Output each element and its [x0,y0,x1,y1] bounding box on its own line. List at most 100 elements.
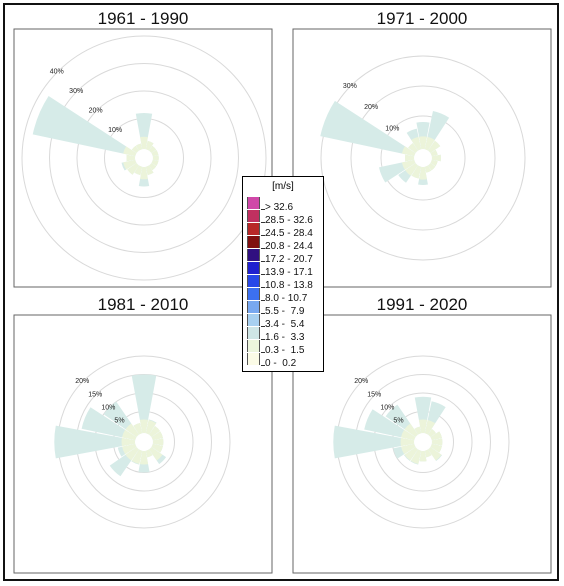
wedge-w [54,425,136,459]
legend-swatch [247,314,260,326]
wedge-wnw [364,409,416,441]
wedge-wsw [123,159,137,170]
wedge-sse [424,449,432,458]
figure-frame [3,3,559,581]
speed-legend: [m/s] > 32.6 28.5 - 32.6 24.5 - 28.4 20.8 -… [242,176,324,372]
panel-title-1971-2000: 1971 - 2000 [376,9,468,28]
wedge-nnw [414,426,422,435]
wedge-e [431,438,443,446]
wedge-nw [408,143,418,153]
wedge-wnw [81,407,137,441]
wedge-nne [424,136,435,151]
legend-swatch [247,301,260,313]
legend-unit: [m/s] [272,181,294,192]
wedge-se [428,163,436,171]
ring-label: 5% [393,417,403,424]
wedge-ne [428,140,441,153]
wedge-n [140,136,148,150]
wedge-ene [430,431,442,441]
wedge-w [400,437,415,447]
wedge-sse [145,165,154,176]
wedge-nw [404,423,418,437]
wedge-e [152,155,159,161]
legend-swatch [247,236,260,248]
wedge-e [431,154,441,162]
ring-label: 15% [88,391,102,398]
wedge-sw [405,163,418,176]
legend-swatch [247,262,260,274]
ring [380,115,466,201]
panel-frame [13,314,273,574]
legend-label: 0 - 0.2 [265,358,297,369]
wedge-ese [151,159,159,167]
ring [320,55,526,261]
legend-swatch [247,340,260,352]
wedge-nnw [411,136,422,151]
panel-frame [292,314,552,574]
ring-label: 5% [114,417,124,424]
wedge-se [428,447,442,461]
wedge-ese [430,159,438,167]
wedge-wnw [32,96,137,157]
ring-label: 10% [101,404,115,411]
legend-swatch [247,197,260,209]
wedge-nnw [133,423,143,435]
legend-item: 8.0 - 10.7 [246,288,322,304]
legend-swatch [247,275,260,287]
wedge-s [419,450,427,462]
legend-swatch [247,353,260,365]
wedge-ssw [131,449,143,464]
panel-title-1961-1990: 1961 - 1990 [97,9,189,28]
wind-rose-panel: 10% 20% 30% [292,28,552,288]
wedge-wsw [401,159,416,170]
ring-label: 15% [367,391,381,398]
ring-label: 30% [69,88,83,95]
wedge-sse [145,449,153,458]
legend-label: 24.5 - 28.4 [265,228,313,239]
panel-frame [13,28,273,288]
wedge-wnw [122,429,137,441]
panel-frame [292,28,552,288]
legend-label: 13.9 - 17.1 [265,267,313,278]
legend-item: 0 - 0.2 [246,353,322,369]
legend-item: 13.9 - 17.1 [246,262,322,278]
wind-rose-panel: 5% 10% 15% 20% [13,314,273,574]
legend-item: 0.3 - 1.5 [246,340,322,356]
legend-item: > 32.6 [246,197,322,213]
wedge-ene [151,431,163,441]
ring-label: 20% [89,108,103,115]
wedge-ssw [411,165,422,179]
wedge-wnw [123,146,137,157]
wedge-se [149,447,163,461]
legend-item: 20.8 - 24.4 [246,236,322,252]
wedge-ene [430,149,438,157]
wedge-wsw [122,443,137,455]
wedge-s [140,166,148,180]
wedge-n [414,396,432,434]
wedge-w [121,437,136,447]
wedge-ssw [410,449,422,464]
wedge-nw [125,423,139,437]
wedge-s [139,450,149,465]
legend-label: 20.8 - 24.4 [265,241,313,252]
legend-item: 3.4 - 5.4 [246,314,322,330]
legend-label: 1.6 - 3.3 [265,332,305,343]
ring [350,85,496,231]
legend-label: 3.4 - 5.4 [265,319,305,330]
legend-label: 0.3 - 1.5 [265,345,305,356]
legend-item: 17.2 - 20.7 [246,249,322,265]
wedge-ne [149,426,160,437]
legend-label: 28.5 - 32.6 [265,215,313,226]
wedge-wnw [401,146,416,157]
wedge-ene [151,149,159,157]
wedge-sw [127,163,139,175]
legend-label: 10.8 - 13.8 [265,280,313,291]
legend-swatch [247,223,260,235]
wedge-w [405,154,415,162]
legend-item: 5.5 - 7.9 [246,301,322,317]
ring-label: 20% [354,378,368,385]
wedge-sse [424,165,432,173]
legend-item: 24.5 - 28.4 [246,223,322,239]
panel-title-1981-2010: 1981 - 2010 [97,295,189,314]
